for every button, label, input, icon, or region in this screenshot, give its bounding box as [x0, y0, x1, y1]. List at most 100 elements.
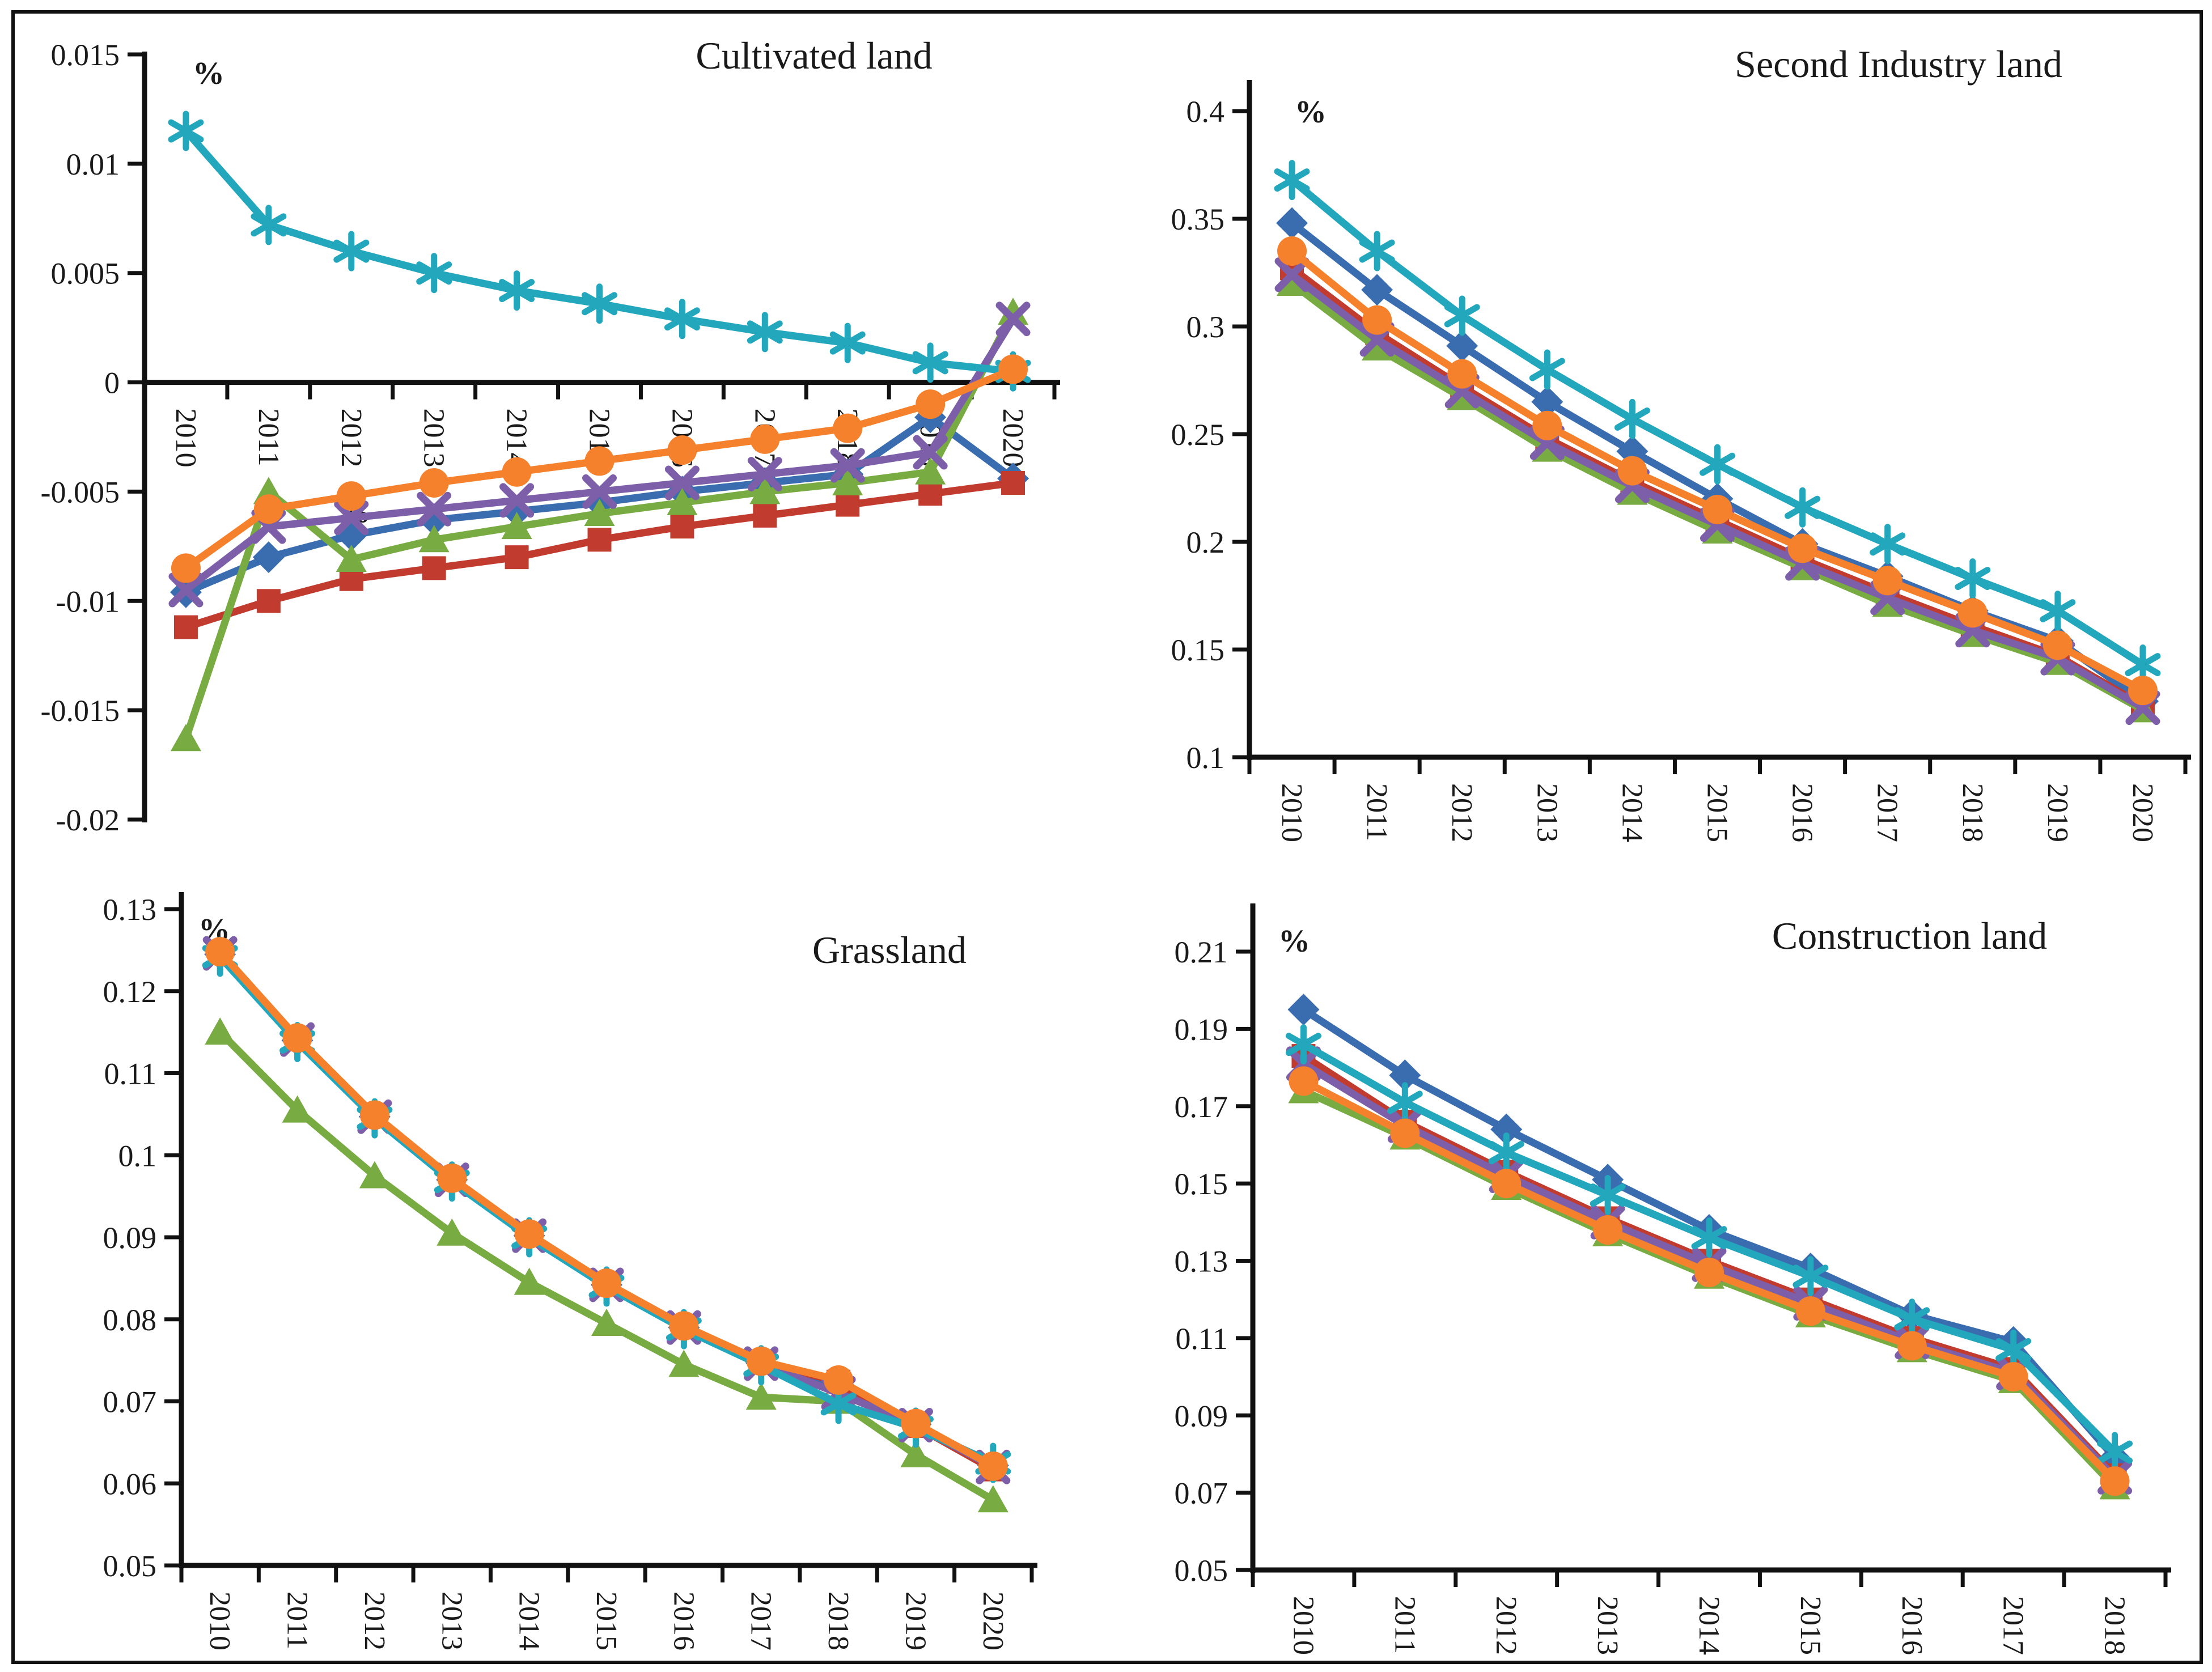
x-tick-label: 2020 [2126, 783, 2159, 842]
diamond-marker [1287, 994, 1320, 1026]
y-tick-label: 0.17 [1175, 1090, 1228, 1124]
x-tick-label: 2014 [1693, 1596, 1725, 1655]
series-green-triangle [205, 1017, 1008, 1513]
circle-marker [1447, 359, 1477, 389]
circle-marker [824, 1365, 854, 1395]
x-marker [168, 572, 204, 608]
x-tick-label: 2019 [2041, 783, 2074, 842]
asterisk-marker [1359, 231, 1395, 271]
circle-marker [253, 494, 283, 524]
asterisk-marker [1444, 295, 1480, 336]
y-tick-label: 0.08 [103, 1303, 157, 1337]
asterisk-marker [416, 253, 452, 294]
circle-marker [2100, 1466, 2130, 1496]
triangle-marker [998, 298, 1029, 325]
circle-marker [1390, 1118, 1420, 1148]
series-teal-asterisk [1274, 160, 2161, 685]
triangle-marker [977, 1485, 1008, 1513]
circle-marker [1362, 305, 1392, 335]
diamond-marker [1389, 1059, 1421, 1092]
circle-marker [514, 1219, 544, 1249]
diamond-marker [1446, 330, 1478, 362]
y-tick-label: 0.06 [103, 1467, 157, 1501]
x-tick-label: 2012 [335, 409, 367, 468]
series-line-teal-asterisk [182, 127, 1017, 375]
chart-title: Cultivated land [696, 34, 932, 77]
x-tick-label: 2017 [1871, 783, 1904, 842]
x-marker [995, 302, 1031, 337]
y-tick-label: -0.015 [41, 694, 120, 728]
circle-marker [1617, 456, 1647, 486]
x-tick-label: 2013 [1591, 1596, 1624, 1655]
y-tick-label: -0.005 [41, 475, 120, 509]
asterisk-marker [1894, 1298, 1930, 1339]
x-tick-label: 2020 [977, 1592, 1009, 1650]
circle-marker [916, 389, 946, 419]
y-tick-label: 0.13 [103, 893, 157, 927]
series-red-square [173, 471, 1026, 639]
triangle-marker [1362, 333, 1393, 360]
x-tick-label: 2012 [358, 1592, 391, 1650]
circle-marker [1702, 495, 1732, 524]
triangle-marker [667, 487, 698, 515]
circle-marker [750, 424, 780, 454]
x-tick-label: 2011 [1388, 1596, 1421, 1654]
circle-marker [205, 937, 235, 967]
asterisk-marker [2040, 591, 2076, 631]
x-marker [417, 491, 452, 527]
y-tick-label: 0.05 [1175, 1554, 1228, 1588]
series-orange-circle [205, 937, 1008, 1481]
square-marker [173, 615, 198, 639]
circle-marker [592, 1268, 621, 1298]
x-tick-label: 2016 [1896, 1596, 1928, 1655]
x-tick-label: 2010 [1287, 1596, 1319, 1655]
circle-marker [1787, 533, 1817, 563]
y-tick-label: 0.005 [51, 257, 120, 291]
diamond-marker [1531, 386, 1563, 418]
x-marker [747, 457, 782, 492]
series-line-teal-asterisk [1288, 176, 2147, 669]
triangle-marker [668, 1350, 700, 1377]
x-tick-label: 2011 [252, 409, 285, 466]
x-marker [664, 465, 700, 500]
x-tick-label: 2018 [822, 1592, 854, 1650]
series-teal-asterisk [168, 111, 1031, 392]
series-line-orange-circle [216, 948, 997, 1470]
circle-marker [282, 1023, 312, 1053]
y-tick-label: 0.11 [104, 1057, 157, 1091]
x-tick-label: 2012 [1446, 783, 1478, 842]
triangle-marker [501, 512, 532, 540]
asterisk-marker [829, 322, 866, 363]
square-marker [918, 482, 943, 506]
y-tick-label: 0.12 [103, 975, 157, 1009]
circle-marker [1593, 1215, 1623, 1245]
triangle-marker [514, 1267, 545, 1295]
diamond-marker [1490, 1113, 1523, 1145]
triangle-marker [437, 1218, 468, 1246]
circle-marker [1795, 1296, 1825, 1326]
asterisk-marker [168, 111, 204, 151]
triangle-marker [282, 1095, 313, 1123]
series-line-purple-x [216, 949, 997, 1471]
series-teal-asterisk [1285, 1024, 2133, 1472]
y-unit-label: % [193, 56, 224, 91]
circle-marker [1998, 1362, 2028, 1392]
series-purple-x [168, 302, 1031, 608]
x-tick-label: 2016 [1786, 783, 1819, 842]
circle-marker [669, 1311, 699, 1341]
circle-marker [1694, 1257, 1724, 1287]
chart-title: Grassland [812, 928, 967, 971]
circle-marker [746, 1346, 776, 1376]
x-tick-label: 2019 [899, 1592, 931, 1650]
asterisk-marker [1793, 1256, 1829, 1297]
y-tick-label: 0.19 [1175, 1012, 1228, 1046]
y-tick-label: 0.13 [1175, 1245, 1228, 1279]
second-industry-land-chart: 0.4 0.35 0.3 0.25 0.2 0.15 0.1 2010 2011 2012 2013… [1171, 43, 2191, 842]
y-unit-label: % [1295, 95, 1327, 130]
series-orange-circle [1277, 236, 2158, 706]
x-marker [582, 474, 617, 509]
x-marker [1274, 257, 1310, 292]
circle-marker [437, 1163, 467, 1193]
y-tick-label: 0.07 [1175, 1476, 1228, 1510]
asterisk-marker [1700, 444, 1735, 485]
